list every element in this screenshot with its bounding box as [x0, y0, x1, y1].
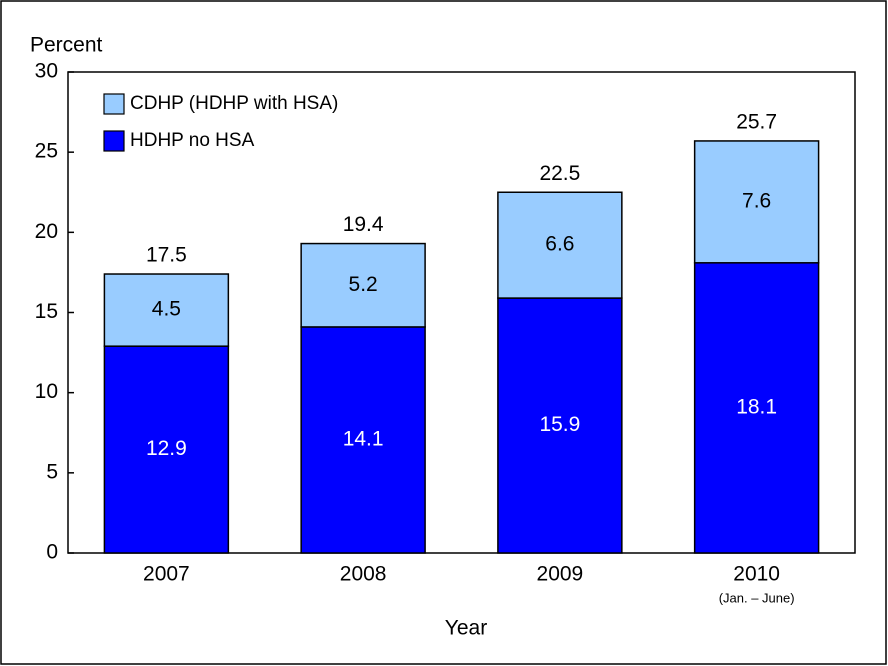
- x-tick-note: (Jan. – June): [719, 590, 795, 605]
- x-tick-label: 2008: [340, 563, 387, 586]
- value-label: 6.6: [545, 233, 574, 256]
- legend-swatch: [103, 130, 125, 152]
- legend-swatch: [103, 93, 125, 115]
- y-tick-label: 30: [35, 60, 58, 83]
- bar-segment: [693, 140, 820, 264]
- x-tick-label: 2007: [143, 563, 190, 586]
- bar-segment: [497, 297, 623, 554]
- legend-label: CDHP (HDHP with HSA): [130, 93, 338, 114]
- y-tick-label: 15: [35, 300, 58, 323]
- value-label: 12.9: [146, 437, 187, 460]
- bar-segment: [300, 242, 426, 328]
- y-tick-label: 25: [35, 140, 58, 163]
- bar-segment: [103, 273, 230, 347]
- value-label: 14.1: [343, 428, 384, 451]
- bar-segment: [497, 191, 623, 299]
- x-axis-label: Year: [445, 617, 487, 640]
- value-label: 7.6: [742, 189, 771, 212]
- total-label: 19.4: [343, 213, 384, 236]
- x-tick-label: 2009: [537, 563, 584, 586]
- value-label: 18.1: [736, 395, 777, 418]
- x-tick-label: 2010: [733, 563, 780, 586]
- y-tick-label: 5: [46, 460, 58, 483]
- total-label: 22.5: [539, 162, 580, 185]
- y-tick-label: 20: [35, 220, 58, 243]
- bar-segment: [693, 262, 820, 554]
- y-axis-label: Percent: [30, 34, 103, 57]
- bar-segment: [103, 345, 230, 554]
- bar-segment: [300, 326, 426, 554]
- total-label: 25.7: [736, 110, 777, 133]
- value-label: 4.5: [152, 298, 181, 321]
- legend-label: HDHP no HSA: [130, 130, 255, 151]
- total-label: 17.5: [146, 244, 187, 267]
- y-tick-label: 0: [46, 541, 58, 564]
- value-label: 15.9: [539, 413, 580, 436]
- value-label: 5.2: [349, 273, 378, 296]
- y-tick-label: 10: [35, 380, 58, 403]
